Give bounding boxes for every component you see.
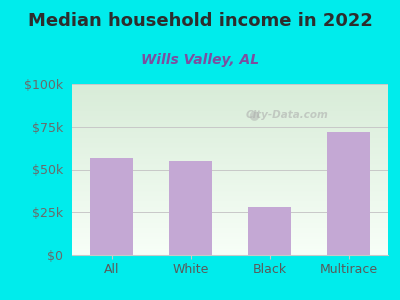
Bar	[327, 132, 370, 255]
Text: Wills Valley, AL: Wills Valley, AL	[141, 53, 259, 67]
Text: Median household income in 2022: Median household income in 2022	[28, 12, 372, 30]
Text: ●: ●	[248, 108, 259, 121]
Text: City-Data.com: City-Data.com	[246, 110, 328, 120]
Bar	[169, 161, 212, 255]
Bar	[90, 158, 133, 255]
Bar	[248, 207, 291, 255]
